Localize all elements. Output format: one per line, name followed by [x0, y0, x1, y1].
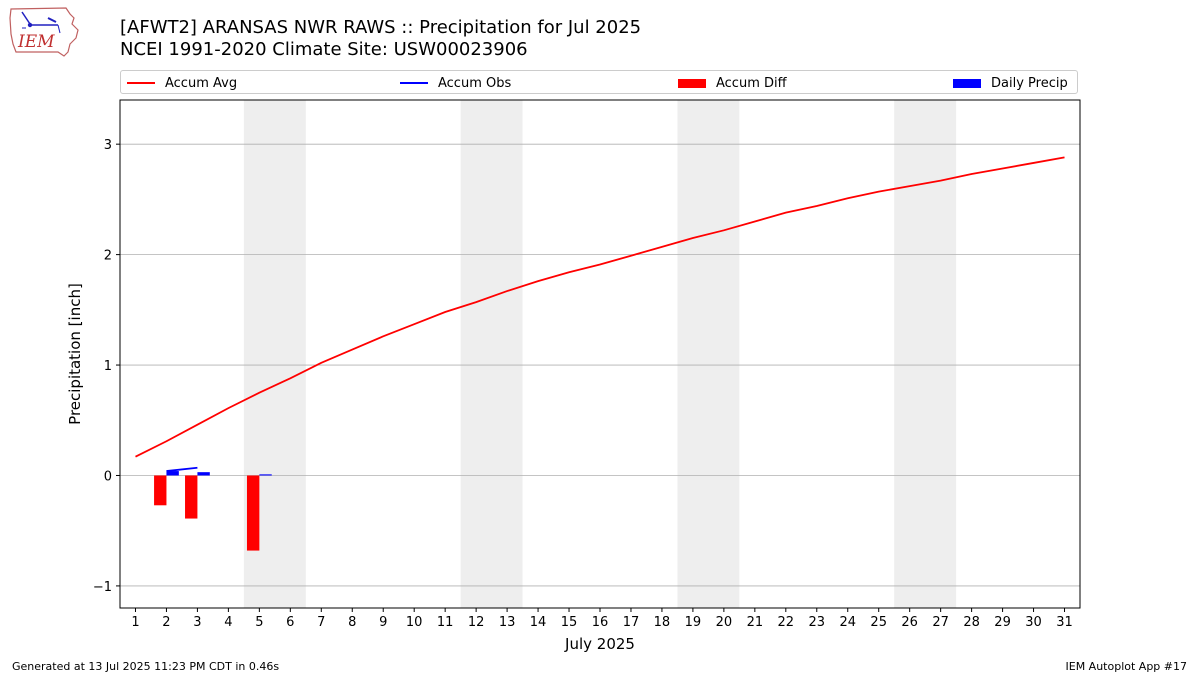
- legend-swatch-daily-precip: [953, 78, 981, 88]
- chart-subtitle: NCEI 1991-2020 Climate Site: USW00023906: [120, 39, 528, 60]
- accum-diff-bar: [154, 475, 167, 506]
- accum-obs-line: [166, 466, 198, 472]
- x-tick-label: 30: [1025, 615, 1042, 630]
- weekend-band: [894, 100, 957, 608]
- legend-item-accum-diff: Accum Diff: [678, 74, 787, 92]
- x-tick-label: 21: [747, 615, 764, 630]
- x-tick-label: 26: [901, 615, 918, 630]
- daily-precip-bar: [259, 474, 272, 476]
- x-tick-label: 11: [437, 615, 454, 630]
- legend-swatch-accum-obs: [400, 82, 428, 84]
- y-axis-label: Precipitation [inch]: [66, 283, 84, 425]
- chart-title: [AFWT2] ARANSAS NWR RAWS :: Precipitatio…: [120, 17, 642, 38]
- legend-item-accum-avg: Accum Avg: [127, 74, 237, 92]
- x-tick-label: 8: [348, 615, 356, 630]
- footer-generated: Generated at 13 Jul 2025 11:23 PM CDT in…: [12, 660, 280, 673]
- x-tick-label: 9: [379, 615, 387, 630]
- x-tick-label: 20: [716, 615, 733, 630]
- x-tick-label: 23: [809, 615, 826, 630]
- x-tick-label: 2: [162, 615, 170, 630]
- iowa-state-outline-icon: [9, 7, 79, 57]
- y-tick-label: 2: [104, 249, 112, 264]
- legend-label-daily-precip: Daily Precip: [991, 75, 1068, 91]
- x-tick-label: 1: [131, 615, 139, 630]
- x-tick-label: 17: [623, 615, 640, 630]
- weekend-band: [677, 100, 740, 608]
- legend-label-accum-diff: Accum Diff: [716, 75, 787, 91]
- x-tick-label: 16: [592, 615, 609, 630]
- x-tick-label: 7: [317, 615, 325, 630]
- x-tick-label: 28: [963, 615, 980, 630]
- y-tick-label: 1: [104, 359, 112, 374]
- iem-logo: IEM: [8, 6, 80, 58]
- x-tick-label: 29: [994, 615, 1011, 630]
- x-tick-label: 3: [193, 615, 201, 630]
- x-tick-label: 4: [224, 615, 232, 630]
- legend-swatch-accum-avg: [127, 82, 155, 84]
- x-tick-label: 13: [499, 615, 516, 630]
- x-tick-label: 12: [468, 615, 485, 630]
- x-tick-label: 6: [286, 615, 294, 630]
- legend-item-accum-obs: Accum Obs: [400, 74, 511, 92]
- daily-precip-bar: [197, 472, 210, 476]
- footer-app-id: IEM Autoplot App #17: [1065, 660, 1188, 673]
- y-tick-label: 3: [104, 138, 112, 153]
- legend-swatch-accum-diff: [678, 78, 706, 88]
- x-axis-label: July 2025: [564, 635, 635, 653]
- y-tick-label: 0: [104, 469, 112, 484]
- x-tick-label: 15: [561, 615, 578, 630]
- legend-label-accum-obs: Accum Obs: [438, 75, 512, 91]
- x-tick-label: 19: [685, 615, 702, 630]
- x-tick-label: 14: [530, 615, 547, 630]
- x-tick-label: 24: [839, 615, 856, 630]
- accum-diff-bar: [246, 475, 260, 551]
- accum-avg-line: [135, 156, 1065, 458]
- daily-precip-bar: [166, 471, 179, 476]
- x-tick-label: 25: [870, 615, 887, 630]
- accum-diff-bar: [185, 475, 198, 519]
- x-tick-label: 22: [778, 615, 795, 630]
- x-tick-label: 10: [406, 615, 423, 630]
- weekend-band: [460, 100, 523, 608]
- logo-text: IEM: [18, 32, 55, 52]
- chart-legend: Accum Avg Accum Obs Accum Diff Daily Pre…: [120, 70, 1078, 94]
- legend-label-accum-avg: Accum Avg: [165, 75, 238, 91]
- x-tick-label: 27: [932, 615, 949, 630]
- x-tick-label: 5: [255, 615, 263, 630]
- x-tick-label: 18: [654, 615, 671, 630]
- y-tick-label: −1: [93, 580, 112, 595]
- x-tick-label: 31: [1056, 615, 1073, 630]
- legend-item-daily-precip: Daily Precip: [953, 74, 1068, 92]
